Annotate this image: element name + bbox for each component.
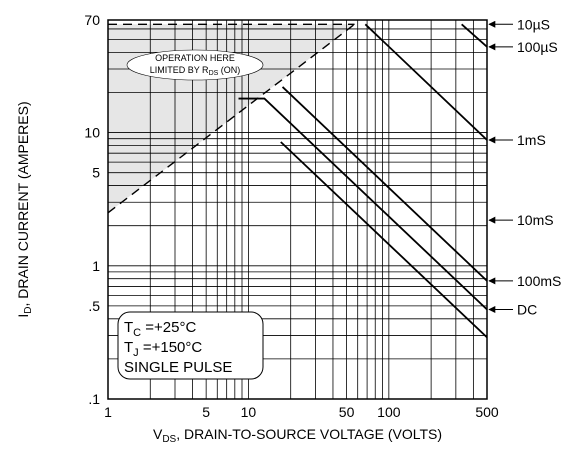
x-tick-labels: 1 5 10 50 100 500	[104, 404, 499, 420]
region-label-bubble	[126, 49, 264, 81]
rds-limit-line	[108, 23, 355, 214]
series-1mS	[281, 86, 487, 282]
x-tick-label: 5	[202, 404, 210, 420]
x-tick-label: 500	[475, 404, 499, 420]
axis-labels: VDS, DRAIN-TO-SOURCE VOLTAGE (VOLTS) ID, …	[15, 101, 442, 445]
y-tick-label: 10	[84, 125, 100, 141]
series-10mS	[238, 97, 487, 311]
curve-label: 10mS	[517, 212, 554, 228]
y-tick-label: .5	[88, 298, 100, 314]
series-100µS	[364, 23, 487, 141]
condition-line: SINGLE PULSE	[124, 359, 232, 376]
y-tick-label: 5	[92, 165, 100, 181]
condition-line: TJ =+150°C	[124, 339, 202, 359]
x-tick-label: 100	[377, 404, 401, 420]
x-tick-label: 10	[241, 404, 257, 420]
conditions-box	[117, 311, 264, 380]
y-tick-label: .1	[88, 391, 100, 407]
curve-label: 100µS	[517, 39, 558, 55]
region-label-line-1: OPERATION HERE	[155, 53, 235, 63]
curve-label: 10µS	[517, 16, 550, 32]
x-axis-label: VDS, DRAIN-TO-SOURCE VOLTAGE (VOLTS)	[153, 426, 442, 445]
y-tick-labels: 70 10 5 1 .5 .1	[84, 12, 100, 407]
y-tick-label: 1	[92, 258, 100, 274]
soa-curves	[238, 23, 487, 339]
y-tick-label: 70	[84, 12, 100, 28]
x-tick-label: 50	[339, 404, 355, 420]
curve-label: DC	[517, 301, 537, 317]
region-label-line-2: LIMITED BY RDS (ON)	[150, 65, 241, 77]
curve-labels: 10µS 100µS 1mS 10mS 100mS DC	[488, 16, 561, 317]
annotations: OPERATION HERE LIMITED BY RDS (ON) TC =+25…	[117, 49, 264, 380]
series-10µS	[461, 23, 487, 48]
limit-lines	[108, 23, 355, 214]
y-axis-label: ID, DRAIN CURRENT (AMPERES)	[15, 101, 34, 317]
plot-frame	[107, 19, 488, 400]
series-DC	[280, 141, 487, 339]
x-tick-label: 1	[104, 404, 112, 420]
curve-label: 100mS	[517, 273, 561, 289]
condition-line: TC =+25°C	[124, 319, 196, 339]
curve-label: 1mS	[517, 132, 546, 148]
